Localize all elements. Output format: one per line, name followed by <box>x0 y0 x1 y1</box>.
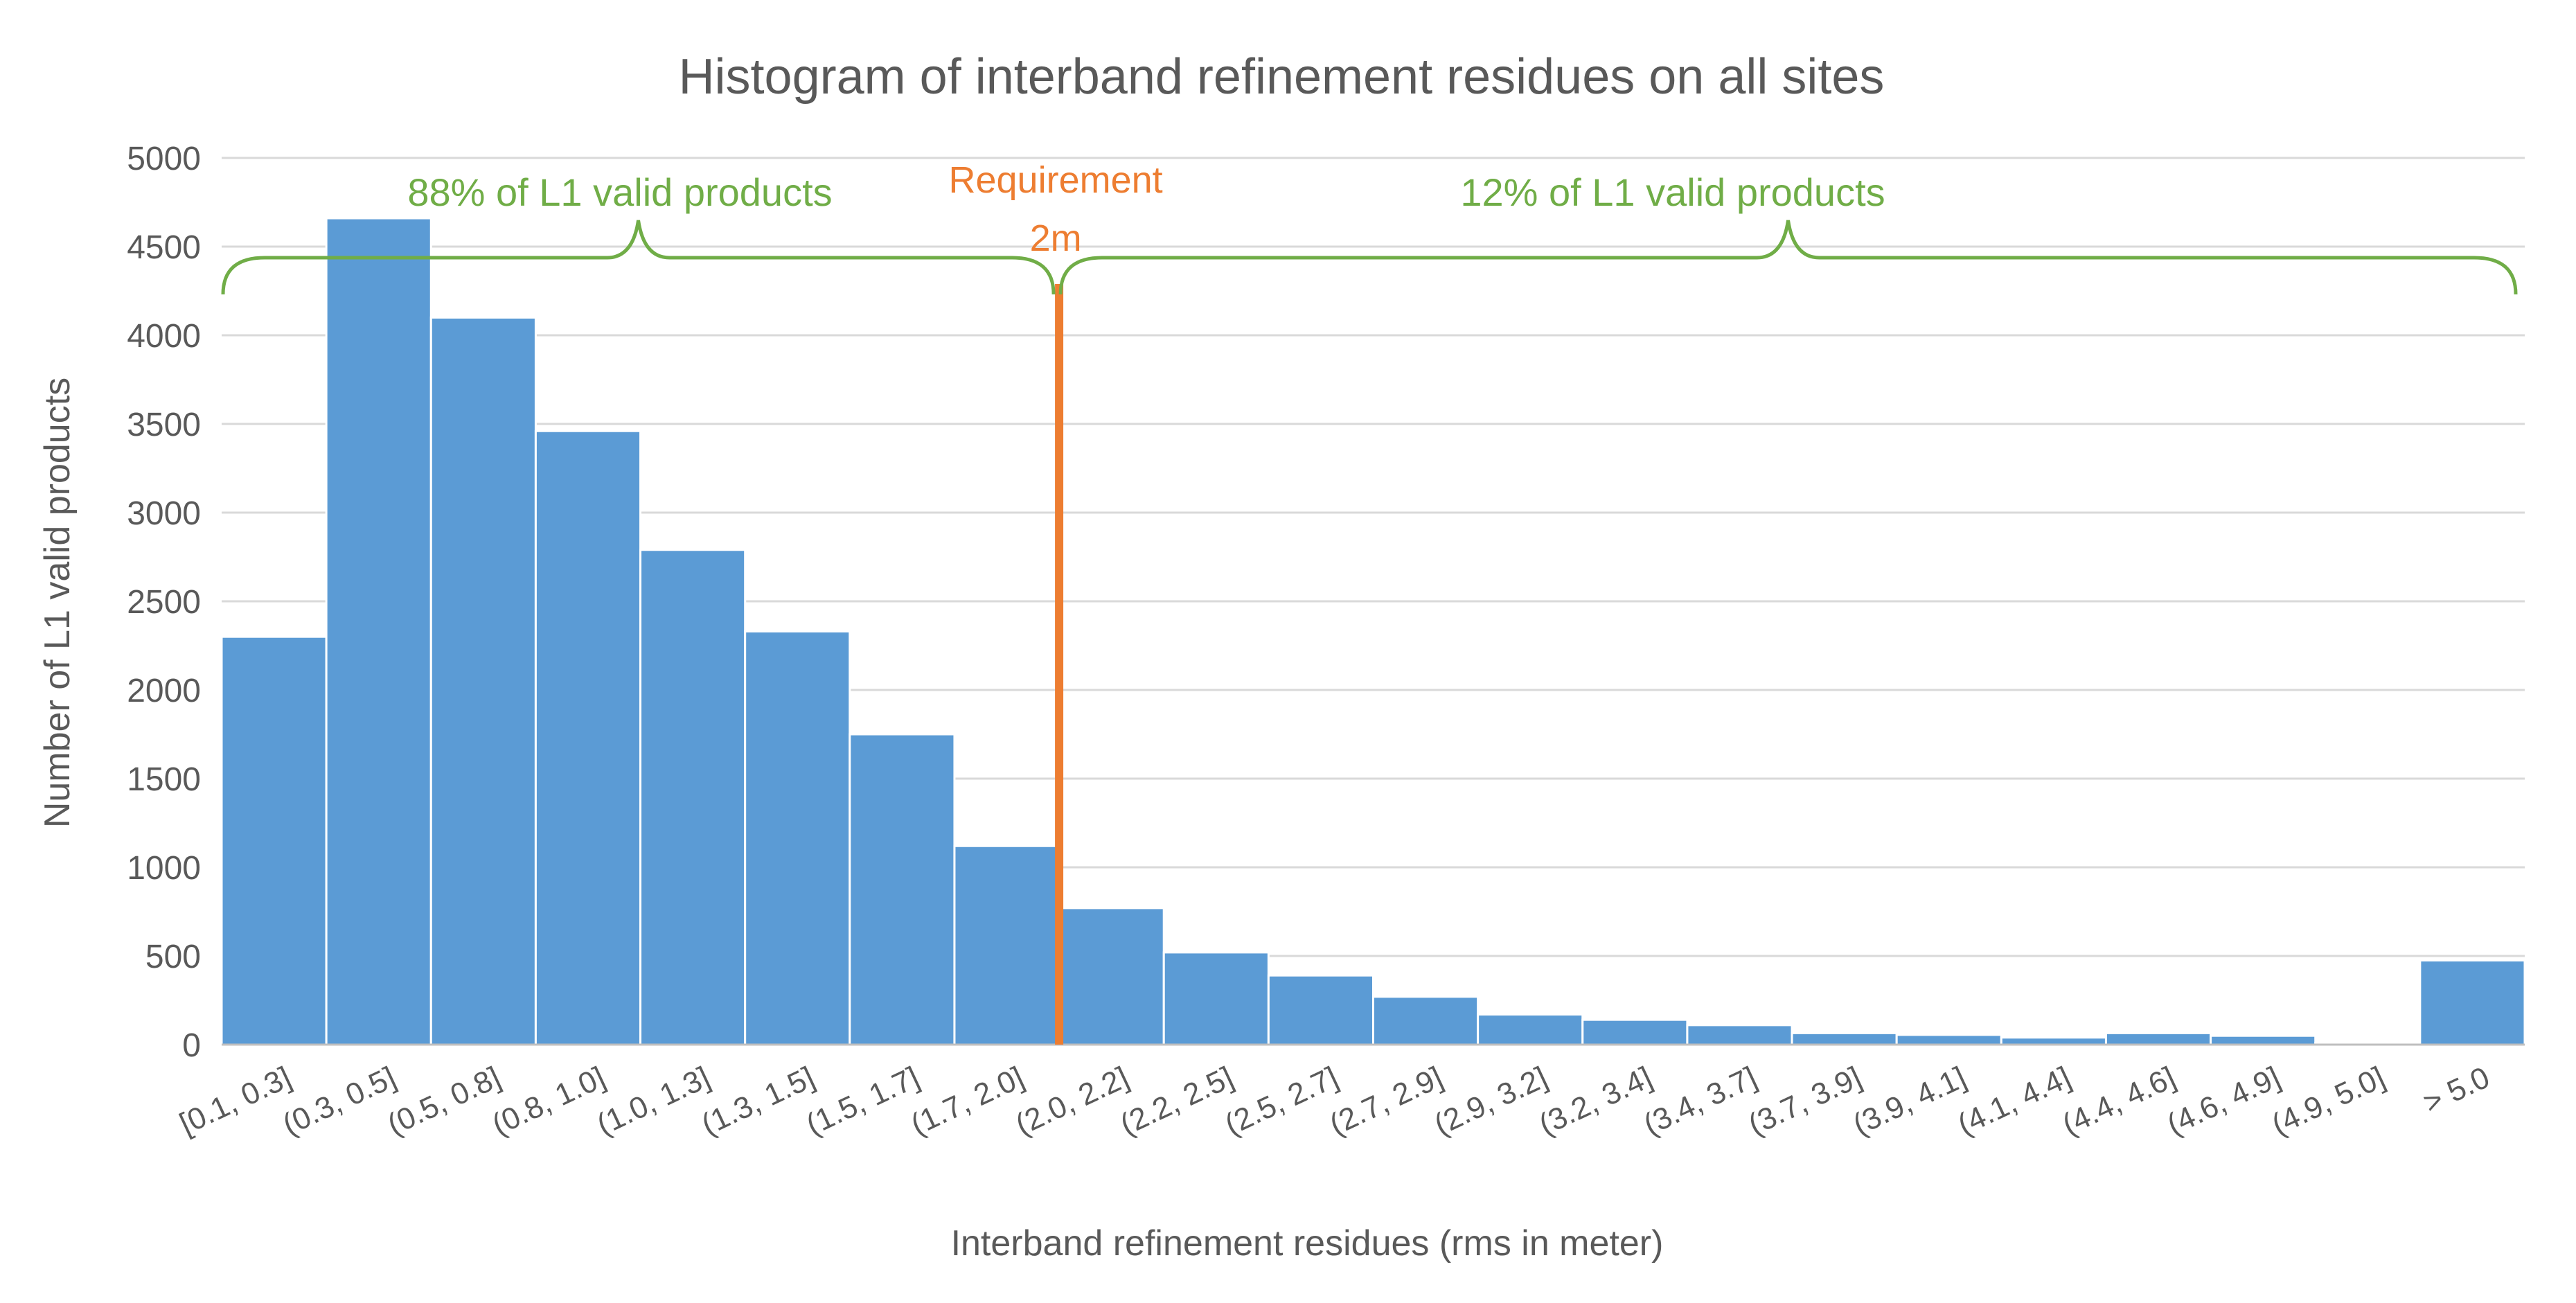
bar <box>2104 1031 2212 1046</box>
annotation-label: 88% of L1 valid products <box>407 170 832 214</box>
bar <box>1791 1031 1898 1046</box>
y-tick-label: 2500 <box>127 584 201 621</box>
y-axis: 0 500 1000 1500 2000 2500 3000 3500 4000 4500 5000 <box>127 141 2525 1064</box>
bar <box>744 630 851 1046</box>
bar <box>429 316 537 1046</box>
bar <box>1267 974 1375 1046</box>
annotations: Requirement 2m 88% of L1 valid products 12%… <box>221 159 2518 1045</box>
y-tick-label: 5000 <box>127 141 201 177</box>
y-tick-label: 500 <box>145 939 201 975</box>
y-tick-label: 3000 <box>127 495 201 532</box>
annotation-label: 12% of L1 valid products <box>1460 170 1885 214</box>
bar <box>2210 1034 2317 1046</box>
y-tick-label: 3500 <box>127 407 201 443</box>
x-axis-label: Interband refinement residues (rms in me… <box>951 1223 1664 1264</box>
bar <box>639 549 747 1046</box>
bar <box>1372 995 1480 1046</box>
y-tick-label: 1000 <box>127 850 201 887</box>
requirement-value-label: 2m <box>1030 218 1082 259</box>
bar <box>1581 1018 1689 1046</box>
bar <box>1477 1013 1584 1046</box>
bar <box>325 217 432 1046</box>
brace <box>1058 220 2518 295</box>
y-tick-label: 4500 <box>127 229 201 266</box>
bar <box>1686 1024 1793 1046</box>
y-tick-label: 4000 <box>127 318 201 355</box>
y-axis-label: Number of L1 valid products <box>37 378 78 828</box>
bar <box>2419 959 2526 1046</box>
bar <box>849 733 956 1046</box>
bar <box>1162 951 1270 1046</box>
bar <box>953 844 1060 1046</box>
bar <box>534 429 642 1046</box>
bar <box>2000 1036 2107 1046</box>
bar <box>1058 907 1165 1046</box>
bars <box>220 217 2526 1046</box>
chart-title: Histogram of interband refinement residu… <box>679 49 1885 105</box>
bar <box>1895 1034 2002 1046</box>
bar <box>220 635 328 1046</box>
requirement-label: Requirement <box>949 159 1163 201</box>
y-tick-label: 0 <box>182 1027 201 1064</box>
y-tick-label: 2000 <box>127 673 201 709</box>
y-tick-label: 1500 <box>127 761 201 798</box>
brace <box>221 220 1056 295</box>
